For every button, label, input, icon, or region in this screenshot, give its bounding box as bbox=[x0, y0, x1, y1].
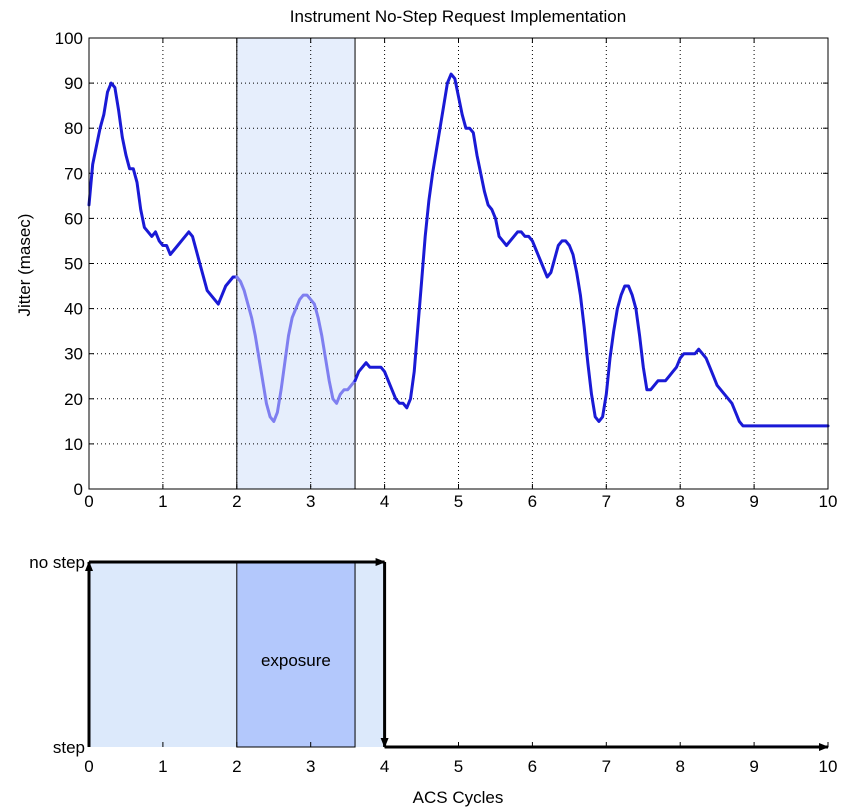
y-tick-label: 90 bbox=[64, 74, 83, 93]
x-tick-labels: 0 1 2 3 4 5 6 7 8 9 10 bbox=[84, 492, 837, 511]
step-x-tick-label: 7 bbox=[602, 757, 611, 776]
x-tick-label: 0 bbox=[84, 492, 93, 511]
x-tick-label: 8 bbox=[675, 492, 684, 511]
x-tick-label: 2 bbox=[232, 492, 241, 511]
x-tick-label: 4 bbox=[380, 492, 389, 511]
step-x-tick-label: 8 bbox=[675, 757, 684, 776]
y-tick-label: 80 bbox=[64, 119, 83, 138]
y-tick-label: 100 bbox=[55, 29, 83, 48]
step-x-tick-label: 4 bbox=[380, 757, 389, 776]
x-tick-label: 5 bbox=[454, 492, 463, 511]
x-tick-label: 1 bbox=[158, 492, 167, 511]
exposure-label: exposure bbox=[261, 651, 331, 670]
step-y-tick-label: no step bbox=[29, 553, 85, 572]
y-tick-label: 40 bbox=[64, 300, 83, 319]
chart-title: Instrument No-Step Request Implementatio… bbox=[290, 7, 626, 26]
jitter-series bbox=[87, 72, 830, 428]
step-x-tick-label: 0 bbox=[84, 757, 93, 776]
step-chart: exposure step no step 0 1 2 3 4 5 6 7 8 9 10 ACS Cy… bbox=[29, 553, 837, 807]
step-x-tick-label: 2 bbox=[232, 757, 241, 776]
x-axis-label: ACS Cycles bbox=[413, 788, 504, 807]
x-tick-label: 10 bbox=[819, 492, 838, 511]
step-x-tick-label: 9 bbox=[749, 757, 758, 776]
x-tick-label: 9 bbox=[749, 492, 758, 511]
y-tick-label: 50 bbox=[64, 255, 83, 274]
step-x-tick-label: 10 bbox=[819, 757, 838, 776]
y-tick-label: 0 bbox=[74, 480, 83, 499]
y-tick-label: 20 bbox=[64, 390, 83, 409]
jitter-line-exposure-segment bbox=[235, 275, 357, 423]
step-y-tick-label: step bbox=[53, 738, 85, 757]
y-axis-label: Jitter (masec) bbox=[15, 214, 34, 317]
jitter-line-segment bbox=[87, 81, 239, 306]
step-x-tick-labels: 0 1 2 3 4 5 6 7 8 9 10 bbox=[84, 742, 837, 776]
plot-frame bbox=[88, 37, 829, 490]
jitter-line-segment bbox=[353, 72, 830, 428]
step-y-tick-labels: step no step bbox=[29, 553, 85, 757]
y-tick-labels: 0 10 20 30 40 50 60 70 80 90 100 bbox=[55, 29, 83, 499]
exposure-highlight-region bbox=[236, 37, 356, 490]
x-tick-label: 6 bbox=[528, 492, 537, 511]
y-tick-label: 60 bbox=[64, 209, 83, 228]
step-x-tick-label: 5 bbox=[454, 757, 463, 776]
step-x-tick-label: 6 bbox=[528, 757, 537, 776]
step-x-tick-label: 3 bbox=[306, 757, 315, 776]
y-tick-label: 30 bbox=[64, 345, 83, 364]
step-x-tick-label: 1 bbox=[158, 757, 167, 776]
x-tick-label: 7 bbox=[602, 492, 611, 511]
y-tick-label: 70 bbox=[64, 164, 83, 183]
plot-background bbox=[89, 38, 828, 489]
y-tick-label: 10 bbox=[64, 435, 83, 454]
jitter-chart: Instrument No-Step Request Implementatio… bbox=[15, 7, 837, 511]
x-tick-label: 3 bbox=[306, 492, 315, 511]
exposure-region bbox=[236, 561, 356, 748]
